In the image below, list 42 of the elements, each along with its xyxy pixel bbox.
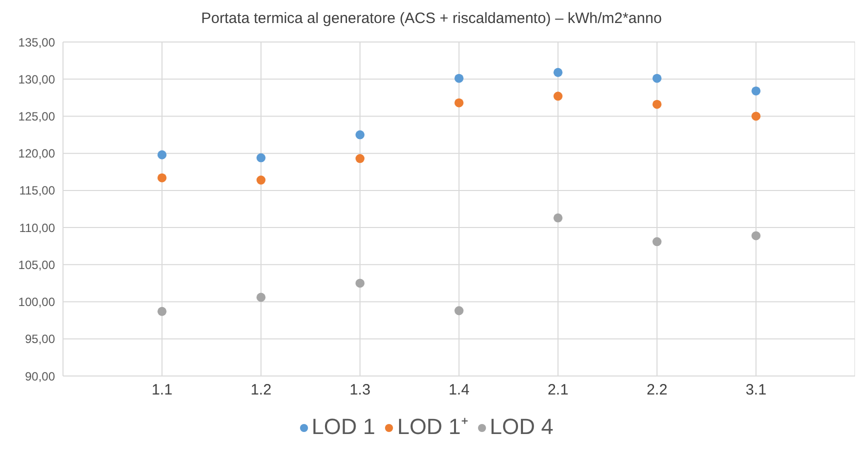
point [652, 74, 662, 83]
x-tick-label: 1.4 [448, 382, 470, 399]
chart-title: Portata termica al generatore (ACS + riscaldamento) – kWh/m2*anno [200, 9, 663, 29]
point [157, 306, 167, 316]
point [256, 292, 266, 302]
point [157, 150, 167, 160]
x-tick-label: 1.1 [152, 382, 172, 399]
point [652, 100, 662, 109]
point [652, 237, 662, 246]
y-tick-label: 100,00 [18, 295, 56, 310]
point [355, 278, 365, 288]
legend-label: LOD 4 [490, 414, 554, 439]
point [454, 74, 464, 83]
y-tick-label: 105,00 [18, 258, 56, 272]
point [157, 173, 167, 182]
point [454, 98, 464, 108]
y-tick-label: 135,00 [18, 35, 56, 50]
legend-label: LOD 1⁺ [397, 414, 468, 439]
point [751, 112, 761, 121]
y-tick-label: 125,00 [18, 109, 56, 124]
y-tick-label: 130,00 [18, 72, 56, 86]
point [553, 92, 563, 101]
point [553, 213, 563, 222]
y-tick-label: 110,00 [19, 220, 56, 235]
point [751, 86, 761, 96]
point [256, 176, 266, 185]
x-tick-label: 1.2 [250, 382, 272, 399]
y-tick-label: 90,00 [24, 369, 56, 384]
point [256, 153, 266, 162]
y-tick-label: 120,00 [18, 146, 56, 161]
point [553, 68, 563, 77]
x-tick-label: 3.1 [746, 382, 766, 399]
x-tick-label: 2.1 [548, 382, 568, 399]
legend-label: LOD 1 [312, 414, 376, 439]
y-tick-label: 115,00 [19, 184, 56, 198]
point [751, 231, 761, 240]
point [454, 306, 464, 316]
x-tick-label: 2.2 [646, 382, 668, 399]
y-tick-label: 95,00 [24, 332, 56, 346]
point [355, 130, 365, 140]
x-tick-label: 1.3 [350, 382, 370, 399]
point [355, 154, 365, 164]
